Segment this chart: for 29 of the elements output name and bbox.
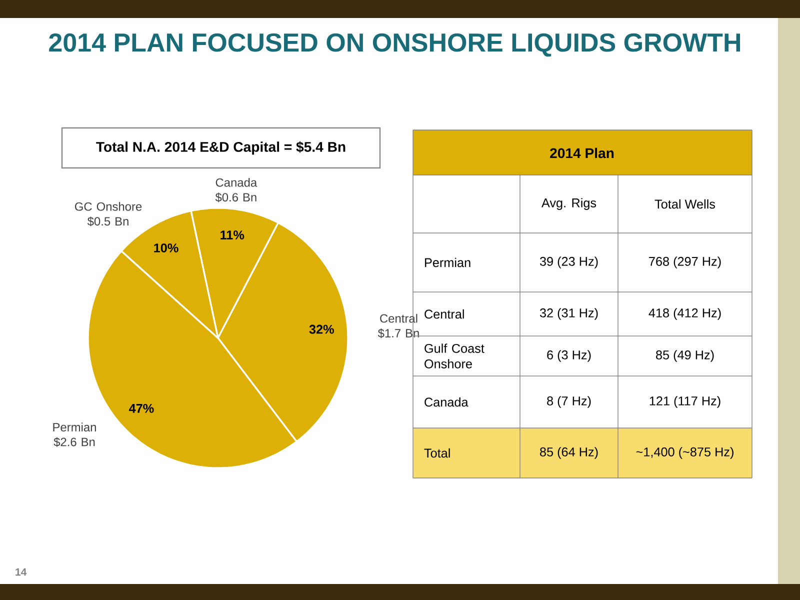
text: 14 <box>16 568 27 576</box>
text: 85 (49 Hz) <box>656 350 714 362</box>
text: 418 (412 Hz) <box>648 308 721 320</box>
text: Gulf Coast Onshore <box>424 344 484 368</box>
text: Canada <box>424 397 468 407</box>
text: 768 (297 Hz) <box>649 256 721 268</box>
slice-label: GC Onshore $0.5 Bn <box>74 202 142 226</box>
text: 121 (117 Hz) <box>650 396 720 408</box>
data-label: 11% <box>220 230 244 240</box>
text: 2014 Plan <box>550 148 614 158</box>
text: Central <box>424 309 464 319</box>
text: 6 (3 Hz) <box>547 350 591 362</box>
text: 85 (64 Hz) <box>540 447 598 459</box>
data-label: 10% <box>154 243 178 252</box>
slice-label: Permian $2.6 Bn <box>53 422 96 447</box>
text: 8 (7 Hz) <box>547 396 591 408</box>
text: Total <box>424 448 450 458</box>
chart-title: 2014 PLAN FOCUSED ON ONSHORE LIQUIDS GROWTH <box>49 33 740 57</box>
text: Avg. Rigs <box>541 198 596 210</box>
slice-label: Central $1.7 Bn <box>378 314 419 338</box>
text: 39 (23 Hz) <box>540 256 598 268</box>
text: Total Wells <box>654 199 716 209</box>
text: 32 (31 Hz) <box>540 308 598 320</box>
slice-label: Canada $0.6 Bn <box>215 178 258 202</box>
text: ~1,400 (~875 Hz) <box>636 447 734 459</box>
chart-subtitle: Total N.A. 2014 E&D Capital = $5.4 Bn <box>96 141 346 155</box>
data-label: 32% <box>309 324 334 334</box>
text: Permian <box>425 258 470 268</box>
data-label: 47% <box>128 404 154 413</box>
